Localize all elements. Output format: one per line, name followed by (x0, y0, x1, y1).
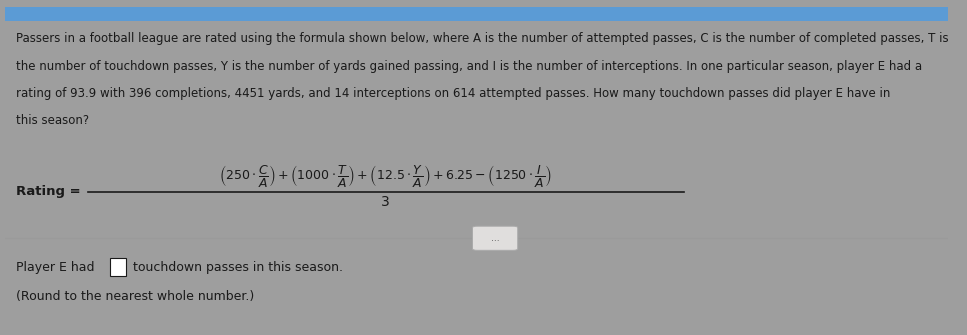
Text: $\left(250\cdot\dfrac{C}{A}\right)+\left(1000\cdot\dfrac{T}{A}\right)+\left(12.5: $\left(250\cdot\dfrac{C}{A}\right)+\left… (220, 163, 552, 189)
Text: rating of 93.9 with 396 completions, 4451 yards, and 14 interceptions on 614 att: rating of 93.9 with 396 completions, 445… (16, 87, 891, 100)
FancyBboxPatch shape (110, 258, 126, 276)
Text: 3: 3 (381, 195, 390, 209)
Text: Passers in a football league are rated using the formula shown below, where A is: Passers in a football league are rated u… (16, 32, 949, 46)
FancyBboxPatch shape (473, 226, 517, 250)
Text: Rating =: Rating = (16, 185, 81, 198)
Text: this season?: this season? (16, 115, 89, 127)
Text: (Round to the nearest whole number.): (Round to the nearest whole number.) (16, 290, 254, 303)
Text: the number of touchdown passes, Y is the number of yards gained passing, and I i: the number of touchdown passes, Y is the… (16, 60, 923, 73)
Text: touchdown passes in this season.: touchdown passes in this season. (130, 261, 343, 274)
Text: ...: ... (491, 234, 499, 243)
Text: Player E had: Player E had (16, 261, 99, 274)
FancyBboxPatch shape (5, 7, 948, 21)
